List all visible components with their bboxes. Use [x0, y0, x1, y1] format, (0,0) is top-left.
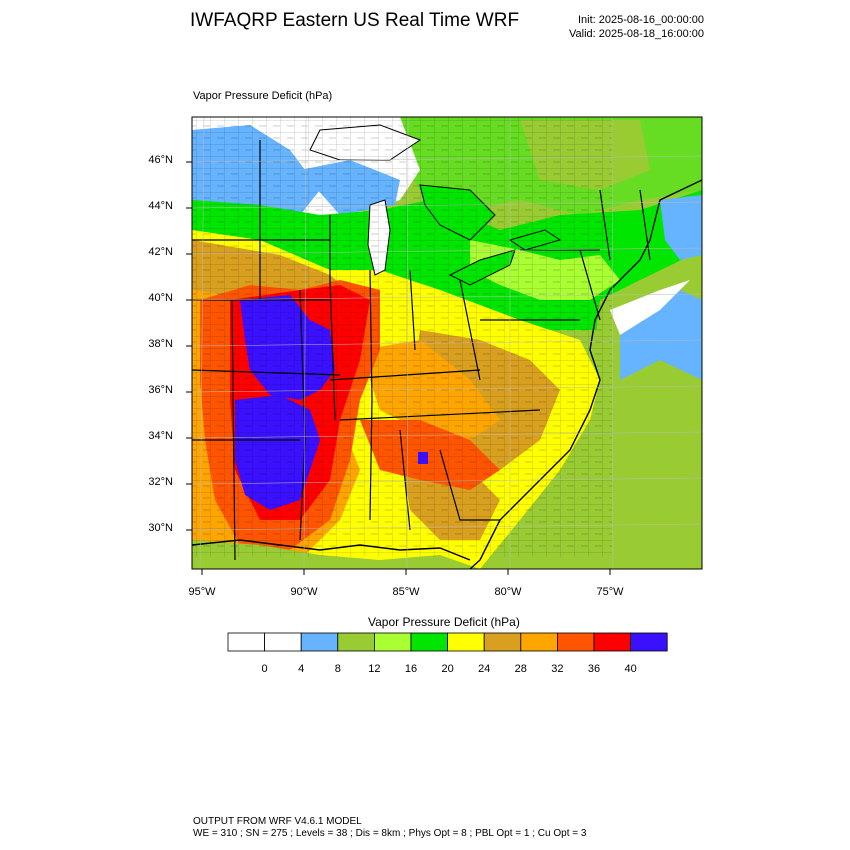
- colorbar-swatch-2: [300, 632, 339, 652]
- colorbar-swatch-6: [447, 632, 485, 652]
- lon-label-90: 90°W: [290, 586, 318, 598]
- colorbar-swatch-11: [630, 632, 668, 652]
- colorbar-swatch-8: [520, 632, 558, 652]
- colorbar-swatch-0: [227, 632, 265, 652]
- colorbar-swatch-10: [593, 632, 631, 652]
- colorbar-swatch-7: [483, 632, 522, 652]
- colorbar-swatch-5: [410, 632, 448, 652]
- colorbar-tick-24: 24: [478, 663, 491, 675]
- lon-label-80: 80°W: [494, 586, 522, 598]
- lat-ticks: [186, 161, 192, 531]
- region-gulf-of-maine-blue: [660, 195, 702, 260]
- lat-label-34: 34°N: [148, 430, 173, 442]
- colorbar-tick-0: 0: [261, 663, 268, 675]
- colorbar-tick-36: 36: [587, 663, 601, 675]
- lat-label-46: 46°N: [148, 154, 173, 166]
- lat-label-42: 42°N: [148, 246, 173, 258]
- lon-label-95: 95°W: [188, 586, 216, 598]
- colorbar-tick-4: 4: [298, 663, 305, 675]
- lon-label-85: 85°W: [392, 586, 420, 598]
- map-field-label: Vapor Pressure Deficit (hPa): [193, 90, 333, 102]
- colorbar: [227, 632, 668, 652]
- lon-label-75: 75°W: [596, 586, 624, 598]
- colorbar-swatch-4: [373, 632, 412, 652]
- lat-label-32: 32°N: [148, 476, 173, 488]
- county-boundaries: [192, 117, 612, 557]
- colorbar-tick-16: 16: [404, 663, 418, 675]
- state-boundaries: [192, 140, 651, 561]
- init-time: Init: 2025-08-16_00:00:00: [578, 14, 704, 26]
- graticule: [192, 117, 702, 569]
- atlantic-coastline: [469, 179, 702, 569]
- colorbar-tick-8: 8: [334, 663, 341, 675]
- lat-label-36: 36°N: [148, 384, 173, 396]
- map-frame: [191, 116, 703, 570]
- lat-label-38: 38°N: [148, 338, 173, 350]
- colorbar-swatch-1: [264, 632, 302, 652]
- footer-model-line: OUTPUT FROM WRF V4.6.1 MODEL: [193, 816, 362, 827]
- gulf-coastline: [192, 539, 471, 561]
- lat-label-44: 44°N: [148, 200, 173, 212]
- lat-label-30: 30°N: [148, 522, 173, 534]
- colorbar-tick-32: 32: [551, 663, 564, 675]
- region-atlantic-white: [610, 280, 690, 335]
- colorbar-tick-20: 20: [441, 663, 454, 675]
- vpd-field: [192, 117, 702, 569]
- colorbar-swatch-9: [557, 632, 595, 652]
- valid-time: Valid: 2025-08-18_16:00:00: [569, 28, 704, 40]
- colorbar-title: Vapor Pressure Deficit (hPa): [368, 615, 520, 629]
- plot-title: IWFAQRP Eastern US Real Time WRF: [190, 10, 520, 31]
- colorbar-tick-28: 28: [514, 663, 527, 675]
- footer-config-line: WE = 310 ; SN = 275 ; Levels = 38 ; Dis …: [193, 828, 587, 839]
- colorbar-swatch-3: [337, 632, 375, 652]
- lon-ticks: [201, 569, 611, 575]
- colorbar-tick-40: 40: [624, 663, 637, 675]
- colorbar-tick-12: 12: [368, 663, 381, 675]
- lat-label-40: 40°N: [148, 292, 173, 304]
